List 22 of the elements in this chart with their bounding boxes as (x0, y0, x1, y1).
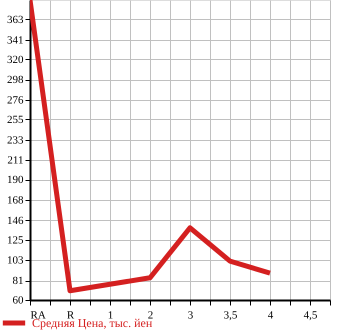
y-tick-label: 103 (7, 254, 24, 267)
y-tick-label: 298 (7, 74, 24, 86)
x-tick-label: R (66, 310, 75, 322)
x-tick-label: 4 (268, 310, 274, 322)
x-tick-label: 3 (188, 310, 194, 322)
y-tick-label: 276 (7, 94, 24, 106)
x-tick-label: 2 (148, 310, 154, 322)
y-tick-label: 60 (12, 294, 24, 306)
y-tick-label: 320 (7, 54, 24, 66)
x-tick-label: 1 (108, 310, 114, 322)
y-tick-label: 146 (7, 214, 24, 227)
x-tick-label: 3,5 (224, 310, 238, 322)
y-tick-label: 81 (12, 275, 24, 288)
y-tick-label: 255 (7, 114, 24, 126)
x-tick-label: 4,5 (304, 310, 318, 322)
y-tick-label: 233 (7, 134, 24, 146)
y-tick-label: 190 (7, 174, 24, 186)
y-tick-label: 211 (7, 154, 24, 167)
y-tick-label: 363 (7, 14, 24, 26)
y-tick-label: 168 (7, 194, 24, 206)
y-tick-label: 341 (7, 34, 24, 46)
y-tick-label: 125 (7, 234, 24, 246)
